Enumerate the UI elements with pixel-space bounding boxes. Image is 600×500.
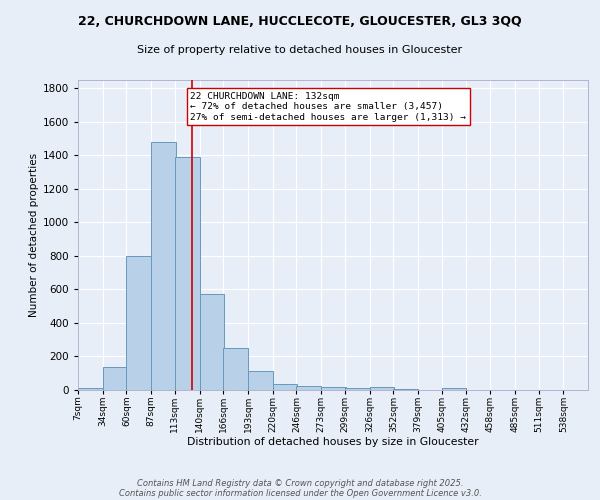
Bar	[103, 366, 127, 390]
Bar	[296, 386, 321, 390]
X-axis label: Distribution of detached houses by size in Gloucester: Distribution of detached houses by size …	[187, 438, 479, 448]
Bar	[127, 256, 151, 390]
Bar	[200, 294, 224, 390]
Bar	[151, 142, 176, 390]
Y-axis label: Number of detached properties: Number of detached properties	[29, 153, 38, 317]
Bar	[345, 388, 370, 390]
Bar	[175, 157, 200, 390]
Bar	[370, 388, 394, 390]
Bar	[394, 389, 418, 390]
Text: 22 CHURCHDOWN LANE: 132sqm
← 72% of detached houses are smaller (3,457)
27% of s: 22 CHURCHDOWN LANE: 132sqm ← 72% of deta…	[190, 92, 466, 122]
Bar	[248, 370, 272, 390]
Bar	[442, 388, 466, 390]
Text: 22, CHURCHDOWN LANE, HUCCLECOTE, GLOUCESTER, GL3 3QQ: 22, CHURCHDOWN LANE, HUCCLECOTE, GLOUCES…	[78, 15, 522, 28]
Bar	[321, 386, 346, 390]
Text: Contains HM Land Registry data © Crown copyright and database right 2025.: Contains HM Land Registry data © Crown c…	[137, 478, 463, 488]
Text: Contains public sector information licensed under the Open Government Licence v3: Contains public sector information licen…	[119, 488, 481, 498]
Bar	[223, 348, 248, 390]
Bar	[78, 388, 103, 390]
Text: Size of property relative to detached houses in Gloucester: Size of property relative to detached ho…	[137, 45, 463, 55]
Bar	[272, 384, 298, 390]
